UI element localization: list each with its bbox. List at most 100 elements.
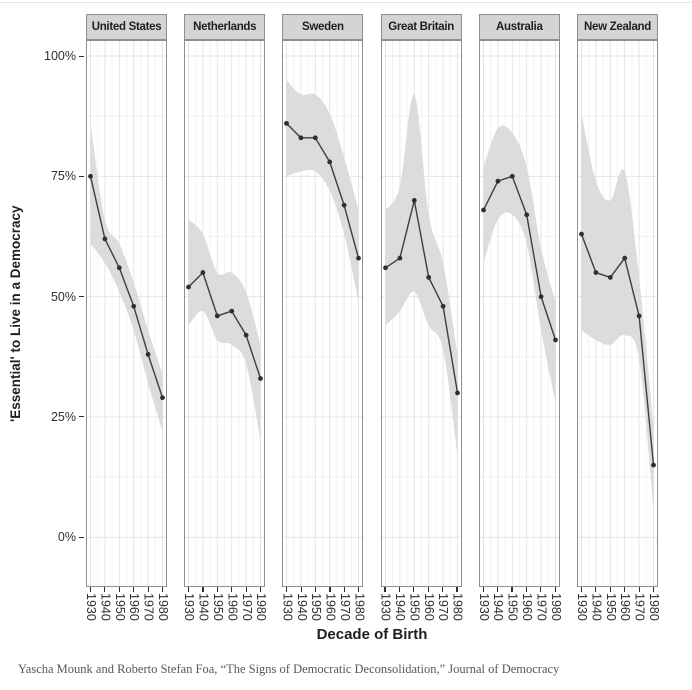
data-point-1960 — [622, 255, 628, 261]
confidence-band — [483, 125, 556, 403]
panel-plot-sweden — [282, 40, 364, 587]
panel-plot-great-britain — [380, 40, 462, 587]
data-line — [188, 271, 262, 379]
data-point-1970 — [636, 313, 642, 319]
x-tick-label: 1980 — [647, 593, 661, 621]
x-tick-mark — [652, 587, 655, 592]
data-point-1950 — [411, 197, 417, 203]
data-point-1930 — [480, 207, 486, 213]
data-point-1940 — [200, 270, 206, 275]
x-tick-mark — [216, 587, 219, 592]
x-tick-label: 1950 — [505, 593, 520, 621]
confidence-band — [385, 94, 458, 456]
data-point-1980 — [258, 376, 264, 381]
x-tick-label: 1940 — [98, 593, 113, 621]
strip-label: United States — [91, 21, 162, 33]
x-tick-label: 1970 — [239, 593, 254, 621]
y-tick-mark — [79, 296, 84, 298]
y-tick-label: 25% — [50, 409, 76, 424]
x-tick-mark — [358, 587, 360, 592]
panel-border — [86, 40, 167, 587]
x-tick-label: 1980 — [450, 593, 465, 621]
confidence-band — [286, 80, 359, 302]
x-tick-mark — [343, 587, 346, 592]
facet-strip-sweden: Sweden — [282, 14, 364, 40]
data-point-1970 — [243, 332, 249, 338]
x-tick-label: 1960 — [519, 593, 534, 621]
data-point-1940 — [495, 178, 501, 184]
x-tick-mark — [202, 587, 204, 592]
x-tick-label: 1970 — [337, 593, 352, 621]
data-point-1930 — [579, 231, 584, 237]
x-tick-mark — [624, 587, 626, 592]
data-line — [482, 175, 556, 341]
x-tick-label: 1950 — [309, 593, 324, 621]
data-point-1960 — [425, 275, 431, 280]
panel-border — [380, 40, 462, 587]
x-tick-mark — [147, 587, 149, 592]
panel-border — [282, 40, 364, 587]
data-point-1940 — [593, 270, 599, 275]
x-tick-label: 1960 — [225, 593, 240, 621]
x-tick-mark — [245, 587, 247, 592]
x-tick-mark — [398, 587, 401, 592]
data-point-1970 — [342, 202, 347, 208]
data-point-1960 — [131, 303, 137, 309]
facet-strip-australia: Australia — [478, 14, 560, 40]
x-tick-label: 1940 — [589, 593, 604, 621]
facet-strip-great-britain: Great Britain — [380, 14, 462, 40]
x-tick-mark — [638, 587, 640, 592]
x-tick-mark — [384, 587, 386, 592]
x-tick-label: 1960 — [323, 593, 338, 621]
x-tick-mark — [580, 587, 583, 592]
strip-label: Great Britain — [388, 21, 454, 33]
data-point-1950 — [607, 275, 613, 280]
x-tick-label: 1930 — [476, 593, 491, 621]
x-tick-label: 1960 — [618, 593, 633, 621]
x-tick-mark — [89, 587, 92, 592]
x-tick-label: 1940 — [392, 593, 407, 621]
x-tick-mark — [329, 587, 331, 592]
y-tick-mark — [79, 536, 84, 538]
x-tick-label: 1950 — [603, 593, 618, 621]
x-axis-title: Decade of Birth — [316, 626, 428, 643]
data-point-1980 — [160, 395, 165, 401]
data-point-1940 — [298, 135, 304, 141]
confidence-band — [581, 113, 654, 509]
x-tick-mark — [133, 587, 135, 592]
x-tick-mark — [104, 587, 106, 592]
data-point-1980 — [356, 255, 362, 261]
facet-sweden: Sweden 1930 1940 1950 1960 1970 1980 — [280, 0, 367, 660]
x-tick-mark — [456, 587, 458, 592]
data-point-1950 — [313, 135, 319, 141]
facet-australia: Australia 1930 1940 1950 1960 1970 1980 — [476, 0, 563, 660]
x-tick-label: 1980 — [352, 593, 367, 621]
strip-label: New Zealand — [584, 21, 651, 33]
data-point-1980 — [454, 390, 460, 396]
panel-border — [478, 40, 560, 587]
x-tick-mark — [442, 587, 444, 592]
y-tick-mark — [79, 416, 84, 418]
x-tick-label: 1980 — [254, 593, 269, 621]
x-tick-label: 1970 — [534, 593, 549, 621]
x-tick-label: 1930 — [182, 593, 197, 621]
x-tick-mark — [609, 587, 611, 592]
x-tick-mark — [595, 587, 597, 592]
strip-label: Netherlands — [193, 21, 257, 33]
data-point-1940 — [397, 255, 402, 261]
facet-united-states: United States 1930 1940 1950 1960 1970 1980 — [84, 0, 170, 660]
x-tick-label: 1930 — [280, 593, 295, 621]
data-point-1930 — [186, 284, 192, 290]
x-tick-label: 1930 — [575, 593, 589, 621]
x-tick-label: 1930 — [84, 593, 98, 621]
x-tick-mark — [118, 587, 120, 592]
x-tick-mark — [413, 587, 415, 592]
top-border-line — [0, 2, 692, 3]
x-tick-mark — [231, 587, 233, 592]
facet-strip-united-states: United States — [86, 14, 167, 40]
x-tick-label: 1970 — [632, 593, 647, 621]
y-axis-title: 'Essential' to Live in a Democracy — [8, 205, 23, 422]
data-point-1970 — [440, 303, 446, 309]
facet-strip-new-zealand: New Zealand — [577, 14, 658, 40]
y-tick-mark — [79, 175, 84, 177]
